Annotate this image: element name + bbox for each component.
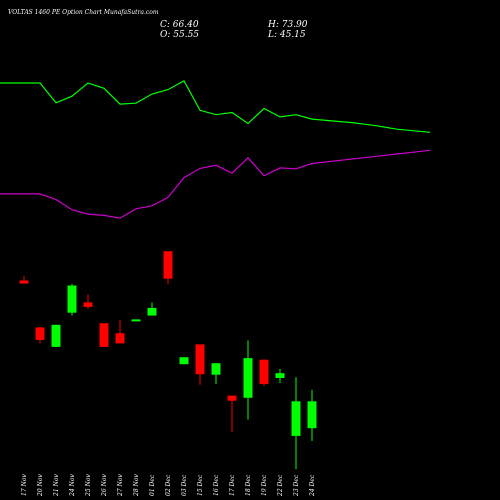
candle-body-26-nov: [99, 323, 109, 347]
x-tick-label: 22 Dec: [277, 474, 284, 497]
x-tick-label: 19 Dec: [261, 474, 268, 496]
lower-band-line: [0, 149, 431, 219]
candle-body-01-dec: [147, 307, 157, 316]
chart-title: VOLTAS 1460 PE Option Chart MunafaSutra.…: [8, 9, 159, 16]
x-tick-label: 01 Dec: [149, 474, 156, 496]
x-tick-label: 21 Nov: [53, 474, 60, 497]
x-tick-label: 17 Nov: [21, 474, 28, 496]
candle-body-28-nov: [131, 319, 141, 322]
close-readout: C: 66.40: [160, 20, 199, 30]
candle-body-15-dec: [195, 344, 205, 375]
candle-body-22-dec: [275, 373, 285, 378]
candle-body-20-nov: [35, 327, 45, 340]
candle-body-24-nov: [67, 285, 77, 313]
upper-band-line: [0, 79, 431, 133]
candle-body-18-dec: [243, 358, 253, 398]
candle-body-17-nov: [19, 280, 29, 284]
low-readout: L: 45.15: [268, 30, 306, 40]
candle-body-23-dec: [291, 401, 301, 436]
candle-body-24-dec: [307, 401, 317, 429]
open-readout: O: 55.55: [160, 30, 200, 40]
x-tick-label: 03 Dec: [181, 474, 188, 496]
candle-body-16-dec: [211, 363, 221, 375]
x-tick-label: 17 Dec: [229, 474, 236, 496]
candle-body-21-nov: [51, 324, 61, 347]
x-tick-label: 28 Nov: [133, 474, 140, 497]
high-readout: H: 73.90: [268, 20, 308, 30]
x-tick-label: 20 Nov: [37, 474, 44, 497]
x-tick-label: 23 Dec: [293, 474, 300, 497]
x-tick-label: 24 Dec: [309, 474, 316, 497]
candle-body-27-nov: [115, 333, 125, 344]
x-tick-label: 27 Nov: [117, 474, 124, 497]
candle-body-17-dec: [227, 395, 237, 401]
x-tick-label: 25 Nov: [85, 474, 92, 497]
candle-body-19-dec: [259, 359, 269, 384]
x-tick-label: 02 Dec: [165, 474, 172, 496]
x-tick-label: 16 Dec: [213, 474, 220, 496]
x-tick-label: 18 Dec: [245, 474, 252, 496]
candle-body-02-dec: [163, 251, 173, 279]
candle-body-03-dec: [179, 357, 189, 365]
x-tick-label: 26 Nov: [101, 474, 108, 497]
x-tick-label: 24 Nov: [69, 474, 76, 497]
x-tick-label: 15 Dec: [197, 474, 204, 496]
candle-body-25-nov: [83, 302, 93, 307]
